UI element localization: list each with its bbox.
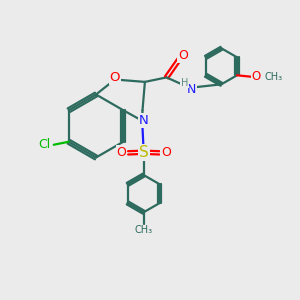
Text: O: O	[116, 146, 126, 159]
Text: CH₃: CH₃	[265, 72, 283, 82]
Text: O: O	[252, 70, 261, 83]
Text: H: H	[181, 77, 188, 88]
Text: N: N	[139, 114, 148, 127]
Text: O: O	[110, 70, 120, 84]
Text: O: O	[178, 49, 188, 62]
Text: N: N	[187, 83, 196, 96]
Text: S: S	[139, 145, 148, 160]
Text: Cl: Cl	[38, 138, 50, 151]
Text: O: O	[161, 146, 171, 159]
Text: CH₃: CH₃	[135, 225, 153, 235]
